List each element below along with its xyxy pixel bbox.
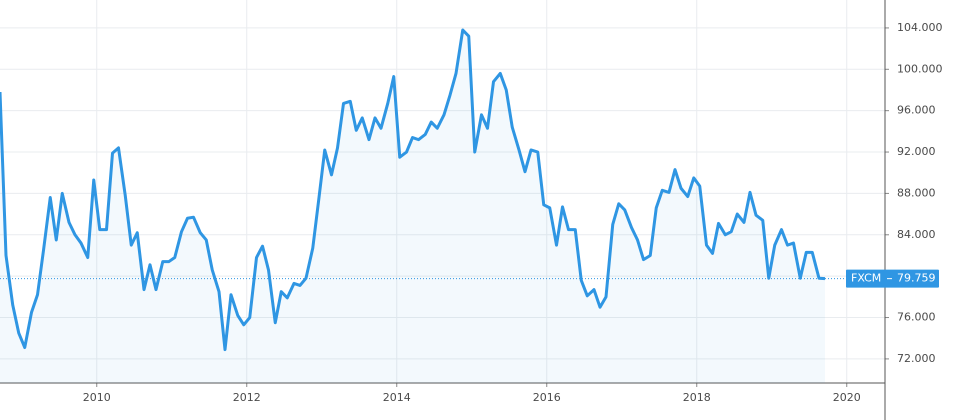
area bbox=[0, 29, 825, 384]
y-tick-label: 84.000 bbox=[897, 228, 936, 241]
y-tick-label: 92.000 bbox=[897, 145, 936, 158]
price-line bbox=[0, 28, 826, 352]
x-tick-label: 2012 bbox=[233, 391, 261, 404]
current-price-badge bbox=[846, 269, 939, 288]
x-tick-label: 2018 bbox=[683, 391, 711, 404]
y-tick-label: 88.000 bbox=[897, 186, 936, 199]
y-tick-label: 96.000 bbox=[897, 104, 936, 117]
series-name-label: FXCM bbox=[851, 272, 881, 285]
current-price-label: 79.759 bbox=[897, 272, 936, 285]
x-tick-label: 2016 bbox=[533, 391, 561, 404]
y-tick-label: 76.000 bbox=[897, 311, 936, 324]
x-tick-label: 2014 bbox=[383, 391, 411, 404]
y-tick-label: 104.000 bbox=[897, 21, 943, 34]
x-tick-label: 2010 bbox=[83, 391, 111, 404]
x-tick-label: 2020 bbox=[833, 391, 861, 404]
y-tick-label: 72.000 bbox=[897, 352, 936, 365]
y-tick-label: 100.000 bbox=[897, 62, 943, 75]
